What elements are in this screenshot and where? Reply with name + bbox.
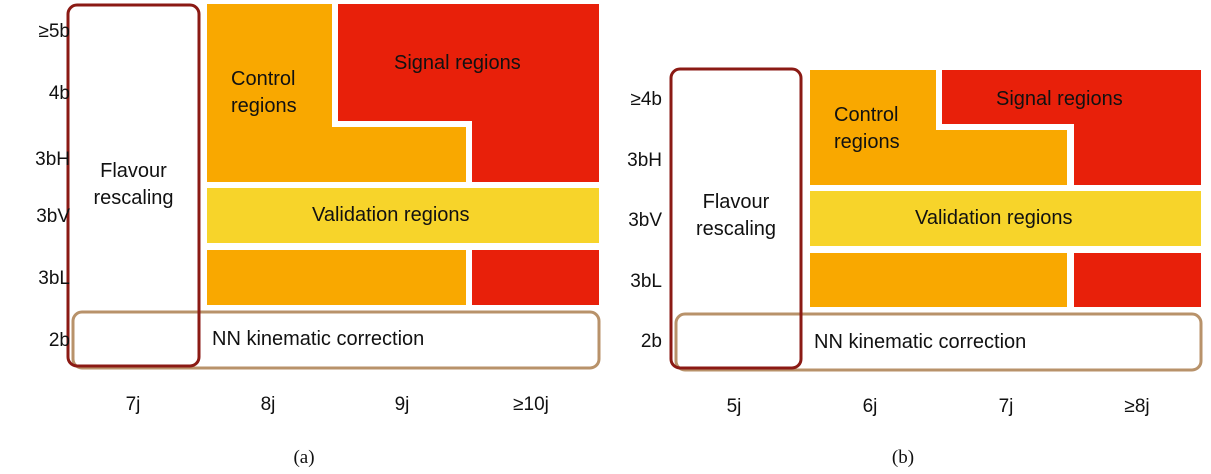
flavour-label-line1: Flavour bbox=[100, 160, 167, 182]
validation-region-a bbox=[207, 188, 599, 243]
control-label-line2: regions bbox=[834, 131, 900, 153]
validation-region-b bbox=[810, 191, 1201, 246]
signal-regions-label-a: Signal regions bbox=[394, 52, 521, 74]
control-label-line2: regions bbox=[231, 95, 297, 117]
flavour-label-line1: Flavour bbox=[702, 191, 770, 213]
col-label-5j: 5j bbox=[726, 396, 742, 417]
signal-regions-label-b: Signal regions bbox=[996, 88, 1123, 110]
flavour-rescaling-box-b bbox=[669, 67, 803, 370]
region-map-a bbox=[66, 3, 601, 370]
col-label-9j: 9j bbox=[394, 394, 410, 415]
flavour-label-line2: rescaling bbox=[695, 218, 777, 240]
col-label-7j: 7j bbox=[998, 396, 1014, 417]
caption-a: (a) bbox=[293, 447, 315, 468]
col-label-7j: 7j bbox=[125, 394, 141, 415]
row-label-3bv: 3bV bbox=[628, 210, 662, 231]
control-region-lower-b bbox=[810, 253, 1067, 307]
signal-region-lower-a bbox=[472, 250, 599, 305]
col-label-6j: 6j bbox=[862, 396, 878, 417]
control-region-upper-a bbox=[207, 4, 466, 182]
diagram-panel-a: ≥5b 4b 3bH 3bV 3bL 2b 7j 8j 9j ≥10j Cont… bbox=[35, 3, 601, 468]
control-region-lower-a bbox=[207, 250, 466, 305]
region-map-b bbox=[669, 67, 1203, 372]
row-label-5b: ≥5b bbox=[38, 21, 70, 42]
row-label-3bl: 3bL bbox=[38, 268, 70, 289]
row-label-3bv: 3bV bbox=[36, 206, 70, 227]
control-label-line1: Control bbox=[834, 104, 899, 126]
col-label-8j: ≥8j bbox=[1124, 396, 1150, 417]
row-label-4b: ≥4b bbox=[630, 89, 662, 110]
flavour-rescaling-label-b: Flavour rescaling bbox=[672, 189, 800, 243]
flavour-rescaling-box-a bbox=[66, 3, 201, 368]
nn-correction-label-b: NN kinematic correction bbox=[814, 331, 1027, 353]
flavour-label-line2: rescaling bbox=[93, 187, 174, 209]
signal-region-upper-b bbox=[942, 70, 1201, 185]
caption-b: (b) bbox=[891, 447, 915, 468]
nn-correction-label-a: NN kinematic correction bbox=[212, 328, 425, 350]
row-label-3bh: 3bH bbox=[627, 150, 662, 171]
col-label-10j: ≥10j bbox=[513, 394, 549, 415]
row-label-3bh: 3bH bbox=[35, 149, 70, 170]
nn-correction-box-a bbox=[71, 310, 601, 370]
diagram-panel-b: ≥4b 3bH 3bV 3bL 2b 5j 6j 7j ≥8j Control … bbox=[606, 0, 1211, 474]
control-regions-label-a: Control regions bbox=[231, 66, 297, 120]
col-label-8j: 8j bbox=[260, 394, 276, 415]
signal-region-lower-b bbox=[1074, 253, 1201, 307]
control-region-upper-b bbox=[810, 70, 1067, 185]
validation-regions-label-a: Validation regions bbox=[312, 204, 470, 226]
row-label-2b: 2b bbox=[640, 331, 662, 352]
validation-regions-label-b: Validation regions bbox=[915, 207, 1073, 229]
control-label-line1: Control bbox=[231, 68, 296, 90]
row-label-4b: 4b bbox=[48, 83, 70, 104]
flavour-rescaling-label-a: Flavour rescaling bbox=[69, 158, 198, 212]
row-label-3bl: 3bL bbox=[630, 271, 662, 292]
signal-region-upper-a bbox=[338, 4, 599, 182]
row-label-2b: 2b bbox=[48, 330, 70, 351]
nn-correction-box-b bbox=[674, 312, 1203, 372]
control-regions-label-b: Control regions bbox=[834, 102, 900, 156]
